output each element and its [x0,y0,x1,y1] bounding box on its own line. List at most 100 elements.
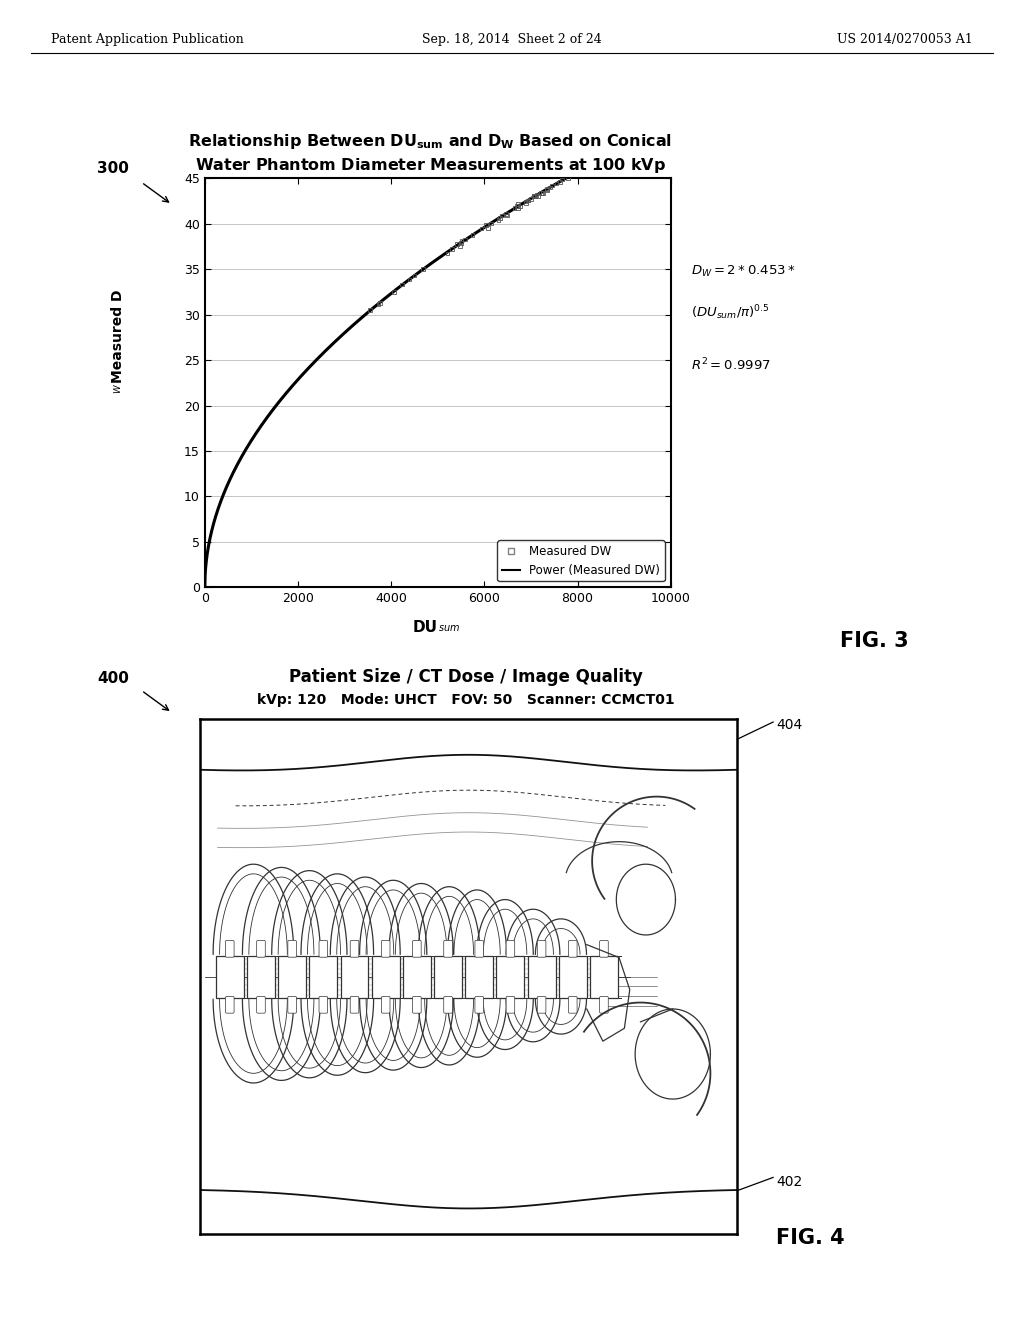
Bar [341,956,369,998]
FancyBboxPatch shape [225,997,234,1014]
FancyBboxPatch shape [443,997,453,1014]
Text: $(DU_{sum}/\pi)^{0.5}$: $(DU_{sum}/\pi)^{0.5}$ [691,304,770,322]
Point [407,265,423,286]
Point [518,191,535,213]
Point [564,164,581,185]
Point [532,182,549,203]
Point [535,182,551,203]
Point [473,218,489,239]
FancyBboxPatch shape [475,997,483,1014]
Point [510,194,526,215]
Point [574,158,591,180]
Point [499,205,515,226]
Point [509,195,525,216]
FancyBboxPatch shape [506,997,515,1014]
Text: FIG. 4: FIG. 4 [776,1228,845,1247]
FancyBboxPatch shape [350,940,358,957]
Point [386,281,402,302]
FancyBboxPatch shape [225,940,234,957]
FancyBboxPatch shape [350,997,358,1014]
Point [577,158,593,180]
FancyBboxPatch shape [443,940,453,957]
Point [612,137,629,158]
Point [519,190,536,211]
Point [539,180,555,201]
Point [520,190,537,211]
Point [393,275,410,296]
Point [612,136,629,157]
Point [464,224,480,246]
Point [510,197,526,218]
Bar [497,956,524,998]
FancyBboxPatch shape [319,940,328,957]
Point [612,137,629,158]
FancyBboxPatch shape [413,997,421,1014]
Point [525,185,542,206]
Text: US 2014/0270053 A1: US 2014/0270053 A1 [837,33,973,46]
Point [568,162,585,183]
FancyBboxPatch shape [381,940,390,957]
Point [560,168,577,189]
FancyBboxPatch shape [600,940,608,957]
Bar [434,956,462,998]
Point [361,300,378,321]
Point [583,153,599,174]
Point [372,292,388,313]
Text: $_W$: $_W$ [112,383,124,393]
Text: 402: 402 [776,1175,803,1189]
FancyBboxPatch shape [257,997,265,1014]
Bar [465,956,494,998]
Text: $R^2 = 0.9997$: $R^2 = 0.9997$ [691,356,771,374]
Point [566,164,583,185]
Point [539,178,555,199]
FancyBboxPatch shape [257,940,265,957]
Point [415,259,431,280]
Legend: Measured DW, Power (Measured DW): Measured DW, Power (Measured DW) [498,540,665,582]
Text: kVp: 120   Mode: UHCT   FOV: 50   Scanner: CCMCT01: kVp: 120 Mode: UHCT FOV: 50 Scanner: CCM… [257,693,675,708]
Text: Patient Size / CT Dose / Image Quality: Patient Size / CT Dose / Image Quality [289,668,643,686]
Point [492,207,508,228]
Point [483,213,500,234]
Point [401,269,418,290]
Point [452,235,468,256]
Bar [402,956,431,998]
Text: 400: 400 [97,671,129,685]
Point [439,243,456,264]
Point [530,185,547,206]
Point [599,144,615,165]
Bar [590,956,617,998]
Text: 300: 300 [97,161,129,176]
Point [490,210,507,231]
Point [522,189,539,210]
Text: Sep. 18, 2014  Sheet 2 of 24: Sep. 18, 2014 Sheet 2 of 24 [422,33,602,46]
Point [478,214,495,235]
Point [457,228,473,249]
Point [443,238,460,259]
Bar [527,956,556,998]
Point [578,157,594,178]
FancyBboxPatch shape [568,997,578,1014]
Point [539,180,555,201]
Point [542,177,558,198]
Point [506,198,522,219]
Point [581,154,597,176]
Point [535,182,551,203]
FancyBboxPatch shape [319,997,328,1014]
Point [512,197,528,218]
Point [479,218,496,239]
FancyBboxPatch shape [288,940,297,957]
Point [450,234,466,255]
Text: 404: 404 [776,718,803,733]
Bar [216,956,244,998]
Bar [279,956,306,998]
Text: FIG. 3: FIG. 3 [840,631,908,651]
FancyBboxPatch shape [600,997,608,1014]
Point [569,160,586,181]
Point [494,205,510,226]
Point [498,203,514,224]
FancyBboxPatch shape [568,940,578,957]
FancyBboxPatch shape [538,940,546,957]
Point [554,169,570,190]
Text: $_{sum}$: $_{sum}$ [438,620,460,635]
Text: $\mathbf{Relationship\ Between\ DU_{sum}\ and\ D_W\ Based\ on\ Conical}$: $\mathbf{Relationship\ Between\ DU_{sum}… [188,132,672,150]
